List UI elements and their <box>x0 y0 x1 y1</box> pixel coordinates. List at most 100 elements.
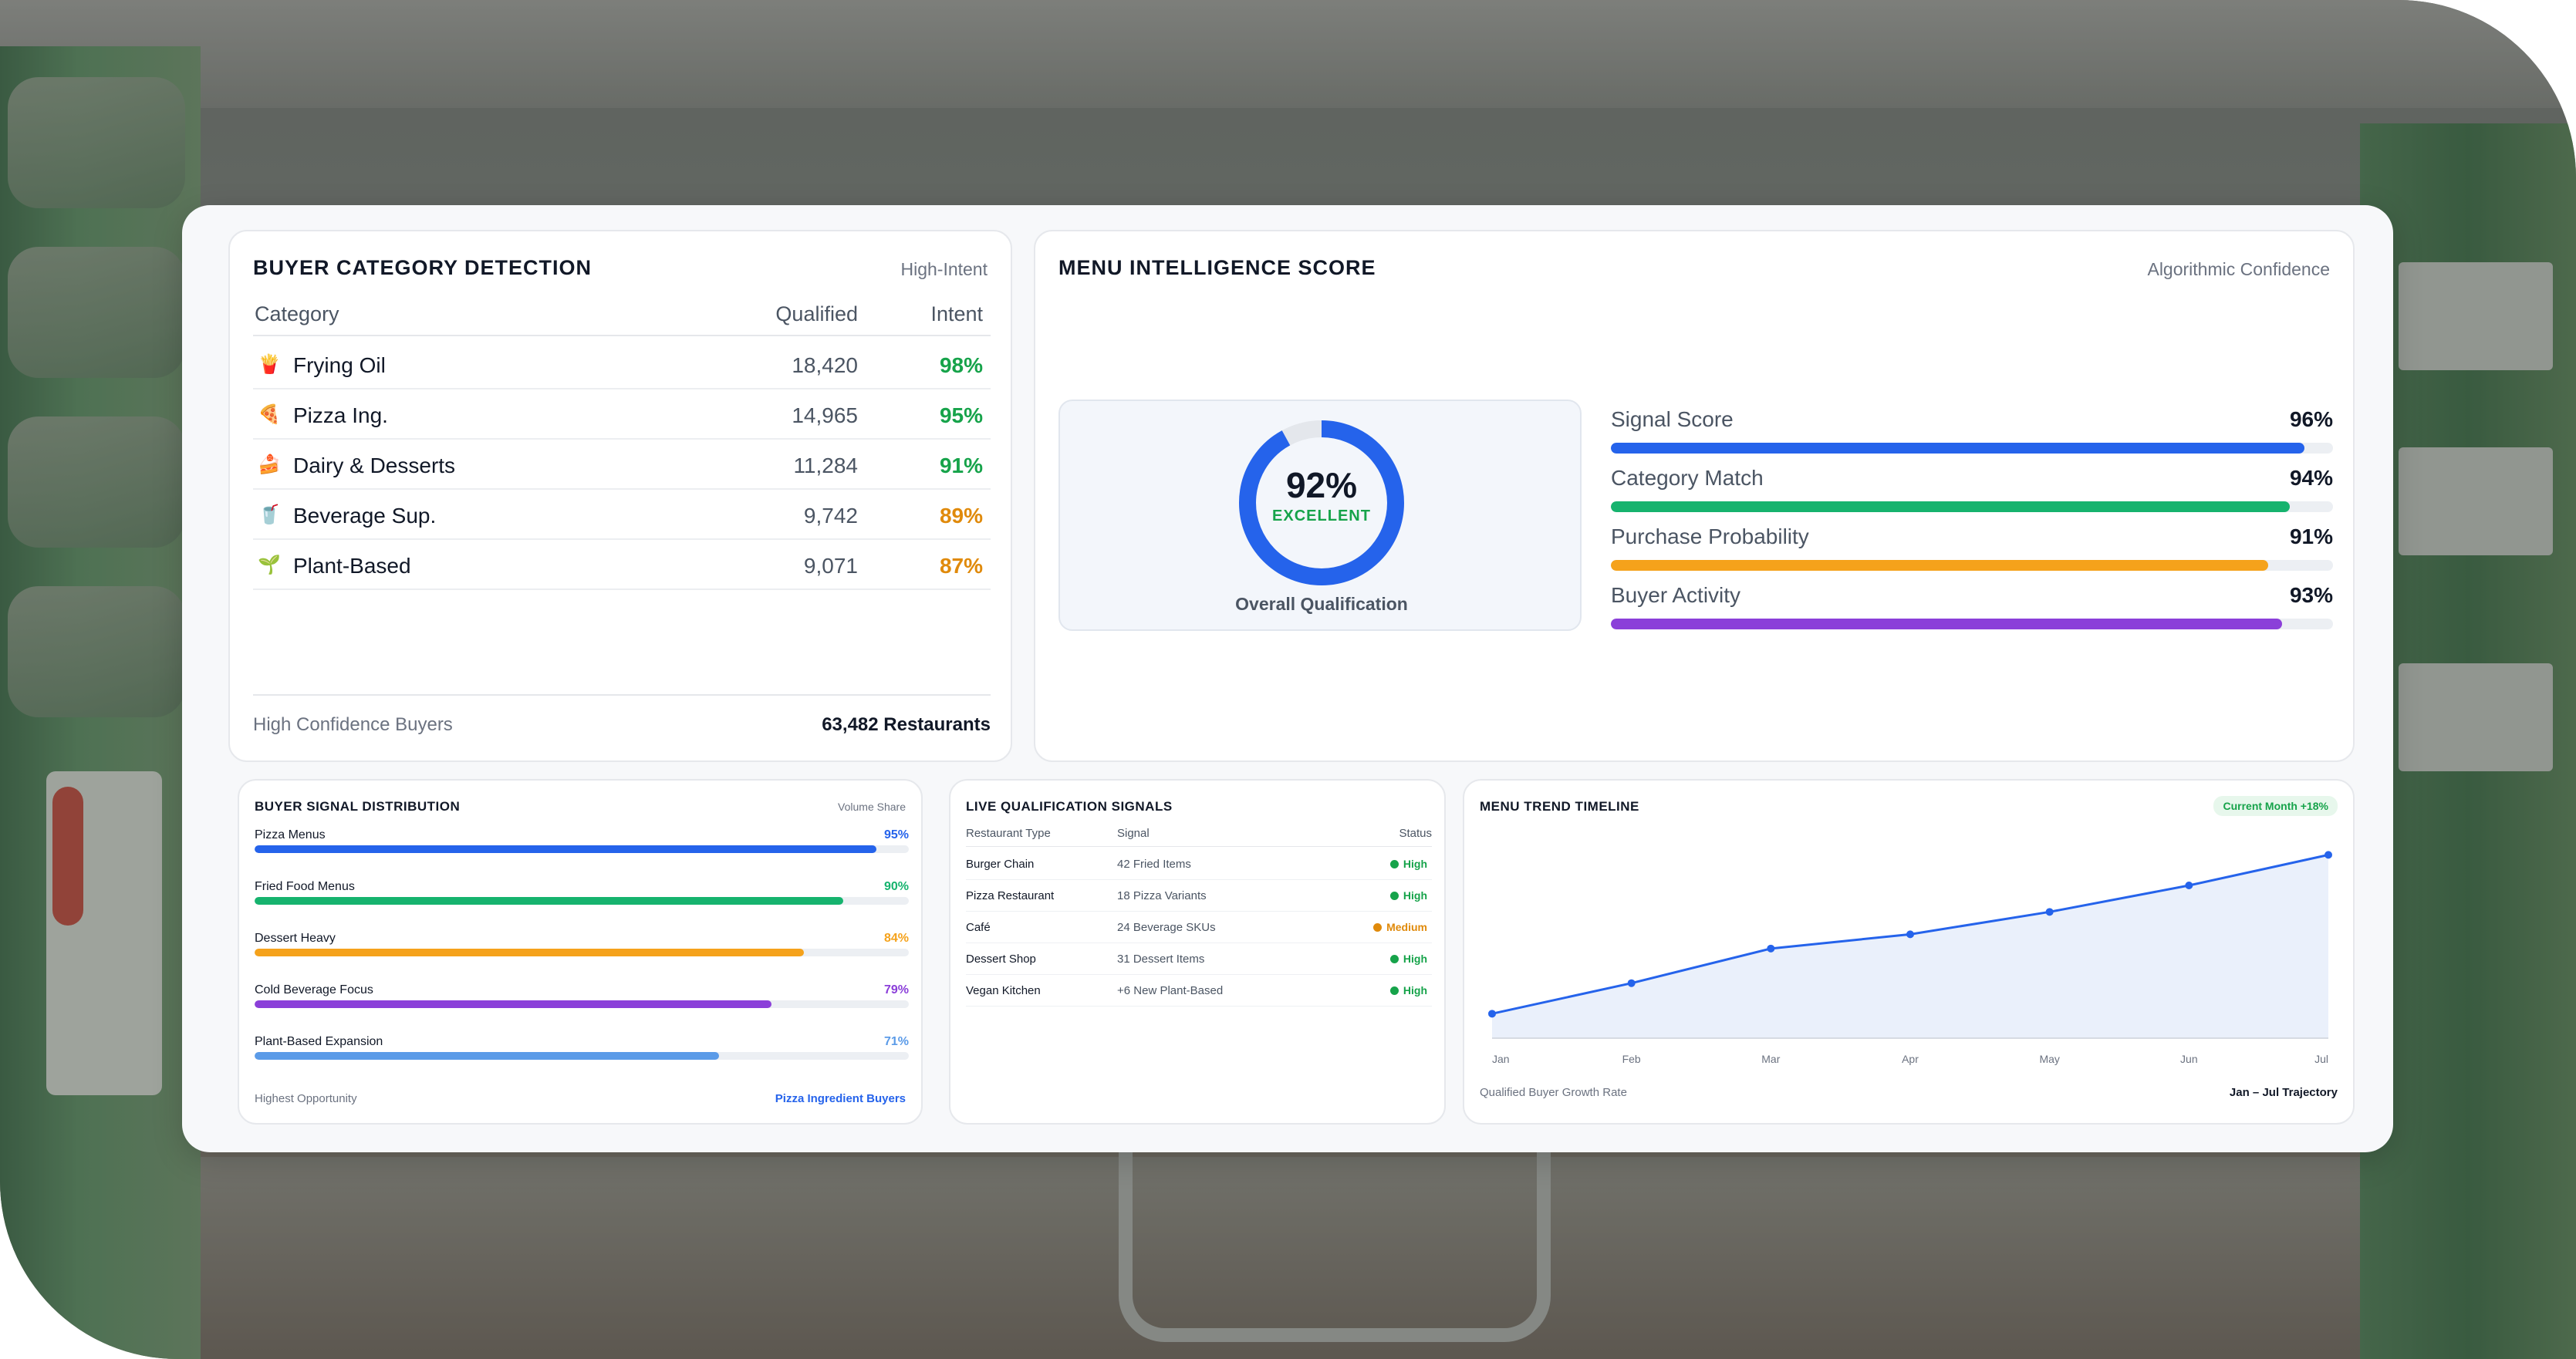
status-badge: High <box>1389 889 1427 902</box>
status-text: Medium <box>1386 921 1427 933</box>
table-row: Café 24 Beverage SKUs Medium <box>966 912 1432 943</box>
metric-buyer-activity: Buyer Activity 93% <box>1611 583 2333 639</box>
restaurant-type: Burger Chain <box>966 858 1035 871</box>
row-intent: 98% <box>939 353 983 377</box>
trend-point <box>1906 930 1914 939</box>
row-category: Beverage Sup. <box>293 504 437 528</box>
distribution-fill <box>255 897 844 905</box>
status-text: High <box>1403 889 1427 902</box>
metric-value: 93% <box>2289 583 2333 607</box>
row-intent: 89% <box>939 504 983 528</box>
sprout-icon: 🌱 <box>258 555 281 575</box>
qualification-gauge: 92% EXCELLENT Overall Qualification <box>1058 400 1582 631</box>
footer-label: High Confidence Buyers <box>253 714 453 735</box>
metric-name: Buyer Activity <box>1611 583 1741 607</box>
pizza-icon: 🍕 <box>258 404 281 425</box>
status-badge: High <box>1389 984 1427 996</box>
distribution-value: 79% <box>883 983 909 996</box>
col-status: Status <box>1399 827 1432 840</box>
distribution-item: Dessert Heavy 84% <box>255 932 909 963</box>
distribution-fill <box>255 949 805 956</box>
row-qualified: 9,071 <box>803 554 858 578</box>
trend-point <box>1767 944 1775 953</box>
gauge-ring <box>1239 420 1404 585</box>
buyer-category-title: BUYER CATEGORY DETECTION <box>253 256 593 279</box>
signal-distribution-tag: Volume Share <box>838 801 906 813</box>
metric-signal-score: Signal Score 96% <box>1611 407 2333 463</box>
row-category: Pizza Ing. <box>293 403 388 427</box>
table-row: Burger Chain 42 Fried Items High <box>966 848 1432 880</box>
live-signals-card: LIVE QUALIFICATION SIGNALS Restaurant Ty… <box>949 779 1446 1125</box>
x-tick-label: Jan <box>1492 1053 1510 1065</box>
gauge-arc <box>1239 420 1404 585</box>
restaurant-type: Vegan Kitchen <box>966 984 1041 997</box>
metric-category-match: Category Match 94% <box>1611 466 2333 521</box>
metric-fill <box>1611 619 2283 629</box>
x-tick-label: Apr <box>1902 1053 1919 1065</box>
col-intent: Intent <box>930 302 983 325</box>
buyer-category-footer: High Confidence Buyers 63,482 Restaurant… <box>253 694 991 740</box>
distribution-footer-label: Highest Opportunity <box>255 1092 357 1105</box>
distribution-name: Fried Food Menus <box>255 880 355 893</box>
x-tick-label: Jul <box>2314 1053 2328 1065</box>
status-dot-icon <box>1389 955 1399 963</box>
distribution-track <box>255 1052 909 1060</box>
metric-name: Signal Score <box>1611 407 1734 431</box>
signal-distribution-title: BUYER SIGNAL DISTRIBUTION <box>255 799 461 814</box>
table-row: 🍕 Pizza Ing. 14,965 95% <box>253 389 991 440</box>
distribution-item: Plant-Based Expansion 71% <box>255 1035 909 1066</box>
status-text: High <box>1403 858 1427 870</box>
gauge-caption: Overall Qualification <box>1235 594 1408 614</box>
metric-value: 96% <box>2289 407 2333 431</box>
x-tick-label: Feb <box>1622 1053 1641 1065</box>
metric-purchase-probability: Purchase Probability 91% <box>1611 524 2333 580</box>
cake-icon: 🍰 <box>258 454 281 475</box>
menu-score-title: MENU INTELLIGENCE SCORE <box>1058 256 1376 279</box>
distribution-name: Cold Beverage Focus <box>255 983 373 996</box>
distribution-track <box>255 1000 909 1008</box>
distribution-item: Cold Beverage Focus 79% <box>255 983 909 1014</box>
distribution-value: 95% <box>883 828 909 841</box>
metric-track <box>1611 560 2333 571</box>
distribution-footer-value: Pizza Ingredient Buyers <box>775 1092 906 1105</box>
status-dot-icon <box>1389 986 1399 995</box>
status-dot-icon <box>1389 892 1399 900</box>
distribution-value: 71% <box>883 1035 909 1048</box>
buyer-category-tag: High-Intent <box>900 259 988 279</box>
menu-score-card: MENU INTELLIGENCE SCORE Algorithmic Conf… <box>1034 230 2355 762</box>
trend-footer-label: Qualified Buyer Growth Rate <box>1480 1086 1627 1099</box>
trend-area <box>1492 855 2328 1038</box>
trend-point <box>2045 908 2054 916</box>
row-qualified: 18,420 <box>792 353 858 377</box>
metric-track <box>1611 619 2333 629</box>
distribution-item: Fried Food Menus 90% <box>255 880 909 911</box>
footer-value: 63,482 Restaurants <box>822 714 991 735</box>
metric-name: Purchase Probability <box>1611 524 1809 548</box>
metric-fill <box>1611 560 2268 571</box>
metric-fill <box>1611 501 2290 512</box>
metric-value: 91% <box>2289 524 2333 548</box>
table-row: 🌱 Plant-Based 9,071 87% <box>253 540 991 590</box>
restaurant-type: Dessert Shop <box>966 953 1036 966</box>
distribution-name: Plant-Based Expansion <box>255 1035 383 1048</box>
metric-value: 94% <box>2289 466 2333 490</box>
buyer-category-card: BUYER CATEGORY DETECTION High-Intent Cat… <box>228 230 1012 762</box>
trend-point <box>1627 979 1636 987</box>
table-header: Category Qualified Intent <box>253 298 991 336</box>
restaurant-type: Café <box>966 921 991 934</box>
status-badge: High <box>1389 953 1427 965</box>
live-signals-header: Restaurant Type Signal Status <box>966 824 1432 847</box>
distribution-fill <box>255 1052 720 1060</box>
table-row: 🥤 Beverage Sup. 9,742 89% <box>253 490 991 540</box>
trend-timeline-card: MENU TREND TIMELINE Current Month +18% J… <box>1463 779 2355 1125</box>
table-row: Vegan Kitchen +6 New Plant-Based High <box>966 975 1432 1007</box>
signal-text: 42 Fried Items <box>1117 858 1191 871</box>
signal-text: 24 Beverage SKUs <box>1117 921 1216 934</box>
row-category: Dairy & Desserts <box>293 454 456 477</box>
trend-badge: Current Month +18% <box>2213 796 2338 816</box>
metric-track <box>1611 501 2333 512</box>
col-restaurant-type: Restaurant Type <box>966 827 1051 840</box>
status-text: High <box>1403 984 1427 996</box>
table-row: 🍟 Frying Oil 18,420 98% <box>253 339 991 389</box>
row-intent: 95% <box>939 403 983 427</box>
